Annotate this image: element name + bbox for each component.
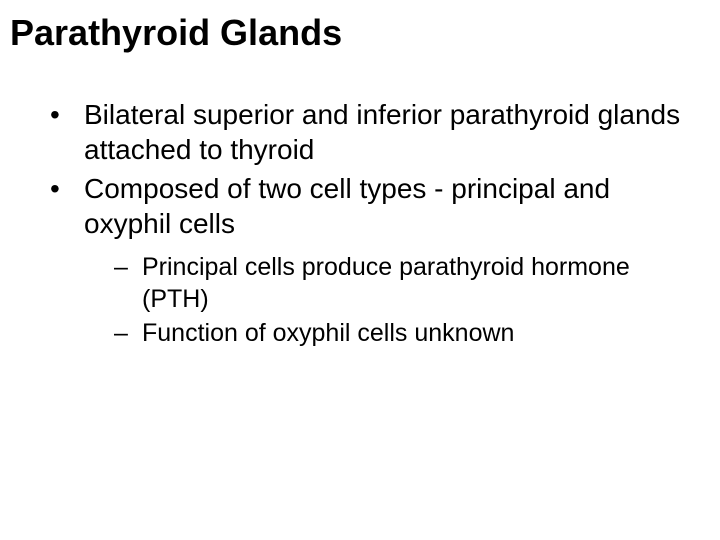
bullet-text: Bilateral superior and inferior parathyr…	[84, 99, 680, 165]
bullet-text: Composed of two cell types - principal a…	[84, 173, 610, 239]
sub-bullet-text: Function of oxyphil cells unknown	[142, 319, 514, 347]
list-item: Composed of two cell types - principal a…	[50, 171, 700, 349]
sub-bullet-list: Principal cells produce parathyroid horm…	[84, 251, 700, 349]
slide: Parathyroid Glands Bilateral superior an…	[0, 0, 720, 540]
sub-bullet-text: Principal cells produce parathyroid horm…	[142, 253, 630, 313]
bullet-list: Bilateral superior and inferior parathyr…	[10, 97, 700, 349]
list-item: Bilateral superior and inferior parathyr…	[50, 97, 700, 167]
slide-title: Parathyroid Glands	[10, 12, 700, 53]
list-item: Function of oxyphil cells unknown	[114, 317, 700, 349]
list-item: Principal cells produce parathyroid horm…	[114, 251, 700, 315]
